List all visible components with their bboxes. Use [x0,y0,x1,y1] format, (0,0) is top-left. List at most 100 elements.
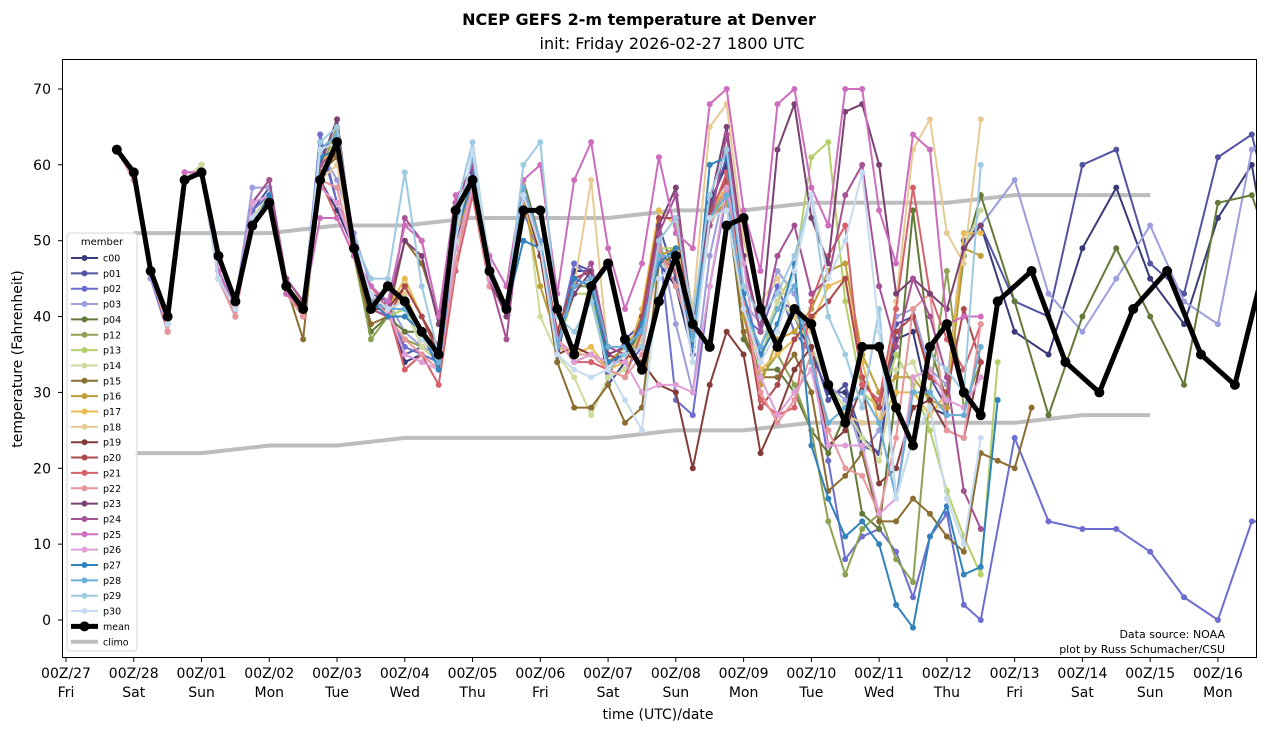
point-p20 [418,313,425,320]
point-p02 [842,556,849,563]
point-p16 [537,283,544,290]
point-p03 [334,177,341,184]
point-p13 [825,139,832,146]
point-p04 [1214,199,1221,206]
point-p21 [876,397,883,404]
point-p12 [910,579,916,586]
point-p29 [317,139,324,146]
legend-item-p19: p19 [71,438,121,449]
legend-item-mean: mean [71,621,130,633]
legend-marker [81,270,88,277]
legend-label: p27 [103,561,121,572]
legend-item-p03: p03 [71,300,121,311]
legend-label: p02 [103,284,121,295]
x-tick-weekday: Wed [864,685,895,701]
point-p26 [249,199,256,206]
point-p24 [977,525,984,532]
legend-label: p25 [103,530,121,541]
point-p02 [774,283,781,290]
point-p27 [910,624,916,631]
point-p26 [876,510,883,517]
point-p04 [401,328,408,335]
point-p04 [1147,313,1154,320]
point-p29 [537,139,544,146]
point-p19 [757,450,764,457]
point-p17 [960,230,967,237]
point-p04 [859,510,866,517]
point-p30 [876,328,883,335]
point-p24 [926,313,933,320]
point-p18 [588,177,595,184]
point-p02 [1011,434,1018,441]
legend-marker [81,362,88,369]
legend-item-climo: climo [71,637,129,648]
point-p27 [859,518,866,525]
point-p22 [825,427,832,434]
point-p19 [723,328,730,335]
point-p15 [994,457,1001,464]
legend-item-p18: p18 [71,422,121,433]
point-mean [501,303,512,314]
x-tick-weekday: Sun [188,685,215,701]
point-p26 [757,374,764,381]
x-tick-weekday: Fri [532,685,549,701]
point-p20 [893,328,900,335]
climo-high-line [133,193,1151,236]
point-p22 [842,465,849,472]
point-p26 [638,389,645,396]
point-p27 [825,495,832,502]
legend-marker [81,377,88,384]
point-p24 [588,260,595,267]
point-p27 [977,563,984,570]
legend-item-p20: p20 [71,453,121,464]
point-p28 [774,305,781,312]
point-mean [1229,379,1240,390]
point-p23 [876,161,883,168]
point-p27 [520,237,527,244]
point-mean [721,220,732,231]
x-tick-weekday: Sat [597,685,620,701]
point-p29 [774,290,781,297]
point-mean [315,175,326,186]
point-p03 [1079,328,1086,335]
legend-item-p23: p23 [71,499,121,510]
point-p21 [588,359,595,366]
point-p22 [672,283,679,290]
point-p12 [859,525,866,532]
point-p15 [926,510,933,517]
point-p27 [384,313,391,320]
point-mean [1195,349,1206,360]
point-p28 [943,412,950,419]
point-p28 [876,419,883,426]
legend-item-p14: p14 [71,361,121,372]
point-p28 [910,389,916,396]
legend-marker [81,439,88,446]
x-tick-weekday: Fri [58,685,75,701]
x-tick-label: 00Z/14 [1057,666,1107,682]
legend-marker [81,592,88,599]
point-p12 [943,268,950,275]
point-p29 [401,169,408,176]
point-p25 [605,245,612,252]
point-mean [518,205,529,216]
point-p15 [910,495,916,502]
point-p02 [1079,525,1086,532]
point-p21 [791,404,798,411]
legend-marker [81,546,88,553]
point-p30 [384,305,391,312]
x-tick-weekday: Mon [255,685,285,701]
point-mean [162,311,173,322]
x-tick-label: 00Z/04 [380,666,430,682]
point-p15 [1011,465,1018,472]
point-p29 [740,283,747,290]
point-p20 [757,404,764,411]
point-p30 [774,328,781,335]
point-p26 [588,351,595,358]
point-p29 [943,366,950,373]
climo-low-line [133,413,1151,456]
point-p26 [706,283,713,290]
point-c00 [1113,184,1120,191]
point-p30 [638,427,645,434]
legend-item-c00: c00 [71,254,120,265]
y-tick-label: 0 [42,613,51,629]
